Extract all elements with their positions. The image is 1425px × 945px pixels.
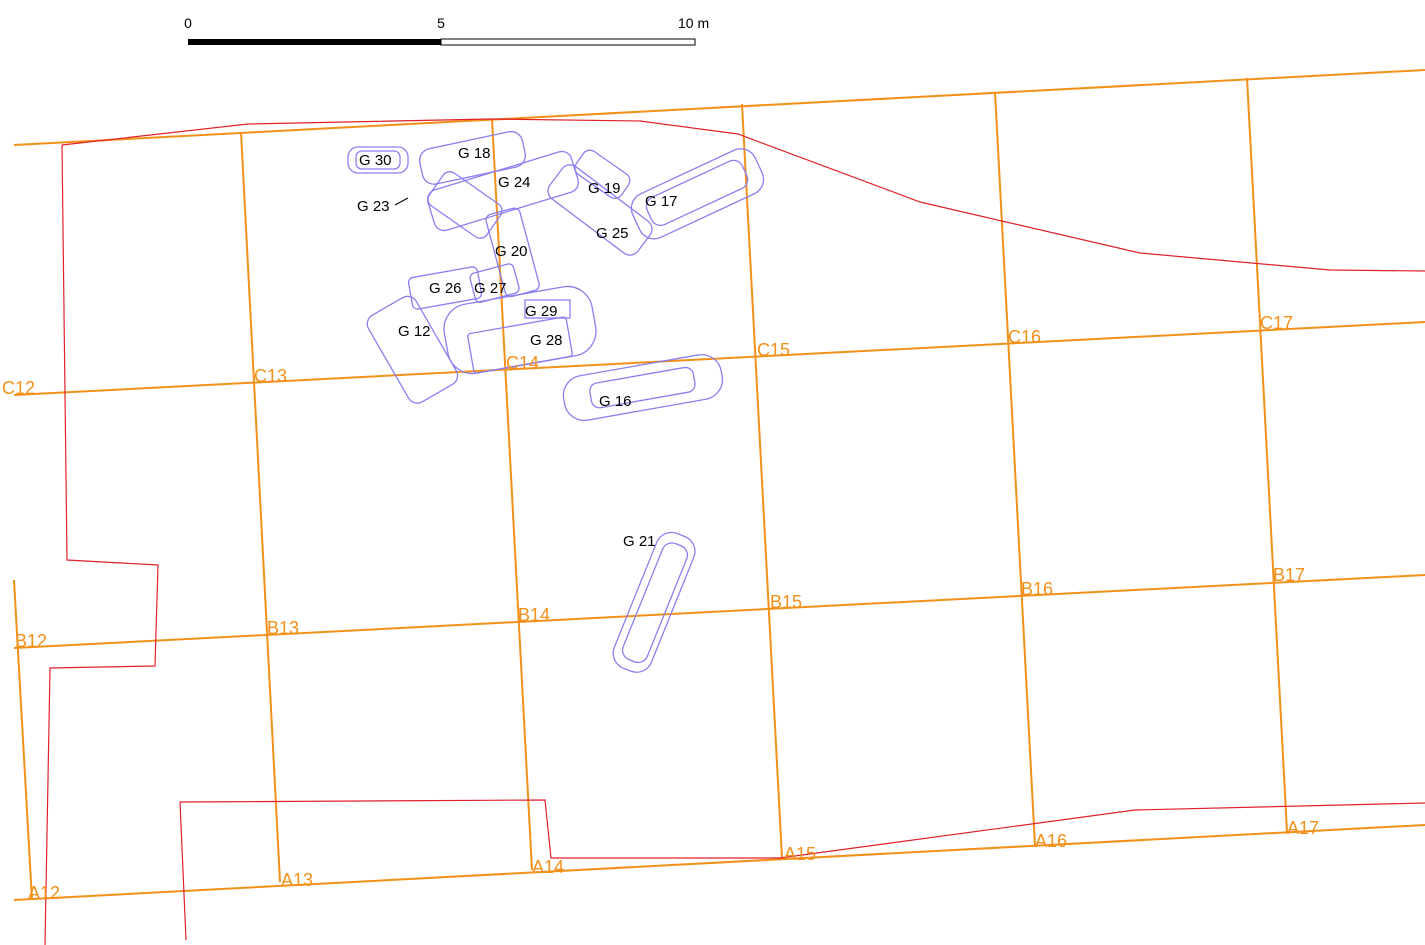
grave-label: G 12 [398, 323, 431, 340]
scale-white [440, 38, 696, 46]
scale-label: 5 [437, 15, 445, 31]
grid-label: C14 [506, 353, 539, 373]
scale-label: 0 [184, 15, 192, 31]
grid-label: C17 [1260, 313, 1293, 333]
grave-outline [524, 299, 571, 319]
grid-label: A15 [784, 844, 816, 864]
grave-labels: G 30 G 18 G 24 G 19 G 17 G 23 G 25 G 20 … [357, 145, 678, 550]
grid-line [13, 579, 33, 901]
graves-shapes [347, 130, 765, 673]
grid-label: C13 [254, 366, 287, 386]
grid-line [994, 91, 1036, 847]
grid-label: A16 [1035, 831, 1067, 851]
grave-outline [467, 316, 573, 374]
grave-label: G 20 [495, 243, 528, 260]
grave-outline [645, 159, 749, 227]
grave-outline [547, 164, 653, 256]
boundary-line [61, 118, 1425, 272]
scale-black [188, 39, 441, 45]
grid [13, 69, 1425, 901]
grid-label: B17 [1273, 565, 1305, 585]
grid-line [741, 103, 783, 859]
grid-line [13, 574, 1425, 649]
grid-line [13, 321, 1425, 396]
grave-label: G 24 [498, 174, 531, 191]
boundary [44, 118, 1425, 945]
grave-label: G 18 [458, 145, 491, 162]
grave-outline [589, 366, 696, 409]
grid-label: B16 [1021, 579, 1053, 599]
grid-label: A14 [532, 857, 564, 877]
grave-outline [621, 542, 689, 664]
grave-label: G 16 [599, 393, 632, 410]
grave-label: G 26 [429, 280, 462, 297]
grid-label: B14 [518, 605, 550, 625]
grid-line [13, 824, 1425, 901]
grave-label: G 30 [359, 152, 392, 169]
grave-label: G 19 [588, 180, 621, 197]
scale-bar: 0 5 10 m [184, 15, 709, 46]
grid-label: A17 [1287, 818, 1319, 838]
grave-outline [612, 531, 696, 673]
grid-label: C12 [2, 378, 35, 398]
grave-label: G 27 [474, 280, 507, 297]
grid-label: B15 [770, 592, 802, 612]
grave-outline [574, 149, 631, 200]
grave-outline [418, 130, 527, 185]
grave-outline [355, 150, 401, 170]
grid-label: B12 [15, 631, 47, 651]
grave-outline [347, 146, 409, 174]
grid-label: A13 [281, 870, 313, 890]
grave-label: G 25 [596, 225, 629, 242]
grave-label: G 17 [645, 193, 678, 210]
grid-labels: C12 C13 C14 C15 C16 C17 B12 B13 B14 B15 … [2, 313, 1319, 903]
grave-outline [427, 171, 503, 239]
grave-outline [562, 353, 724, 422]
leader-line [394, 197, 409, 206]
grave-label: G 29 [525, 303, 558, 320]
grid-line [491, 118, 533, 871]
grave-label: G 28 [530, 332, 563, 349]
grid-label: B13 [267, 618, 299, 638]
grave-outline [630, 148, 765, 240]
boundary-line [179, 799, 1425, 941]
grave-label: G 21 [623, 533, 656, 550]
grave-label: G 23 [357, 198, 390, 215]
boundary-line [44, 144, 159, 945]
grave-outline [426, 150, 580, 232]
grid-label: C16 [1008, 327, 1041, 347]
grid-label: C15 [757, 340, 790, 360]
grave-outline [366, 295, 459, 404]
scale-label: 10 m [678, 15, 709, 31]
grid-label: A12 [28, 883, 60, 903]
grave-outline [407, 266, 483, 310]
grid-line [1246, 77, 1288, 833]
grid-line [13, 69, 1425, 146]
grid-line [240, 131, 281, 883]
